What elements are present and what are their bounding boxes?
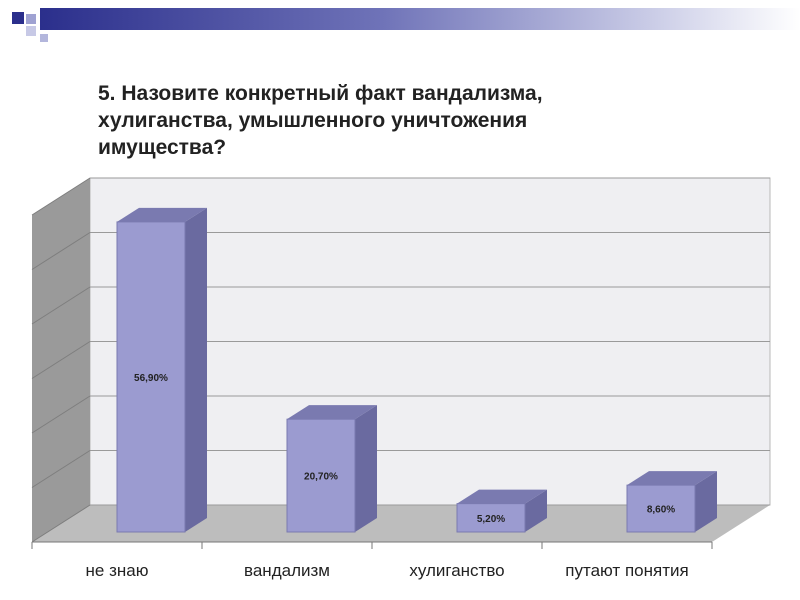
- header-gradient-band: [40, 8, 800, 30]
- bar: [286, 418, 356, 533]
- gridline-side: [31, 395, 91, 434]
- gridline-side: [31, 450, 91, 488]
- x-tick-label: путают понятия: [565, 561, 688, 580]
- gridline-side: [31, 504, 91, 543]
- bar-side: [185, 207, 207, 532]
- x-tick-label: не знаю: [86, 561, 149, 580]
- slide-title: 5. Назовите конкретный факт вандализма, …: [98, 82, 543, 159]
- gridline-side: [31, 177, 91, 216]
- bar-top: [117, 207, 207, 222]
- data-label: 20,70%: [304, 472, 338, 483]
- bar-side: [695, 471, 717, 532]
- corner-square-mid: [26, 26, 36, 36]
- gridline-side: [31, 232, 91, 270]
- bar-side: [355, 405, 377, 532]
- bar: [626, 484, 696, 533]
- bar-side: [525, 489, 547, 532]
- corner-square-dark: [12, 12, 24, 24]
- x-tick-label: вандализм: [244, 561, 330, 580]
- corner-square-light: [26, 14, 36, 24]
- x-tick-label: хулиганство: [409, 561, 504, 580]
- bar-top: [287, 405, 377, 420]
- bar-top: [457, 489, 547, 504]
- data-label: 5,20%: [477, 514, 505, 525]
- gridline-side: [31, 286, 91, 325]
- data-label: 8,60%: [647, 505, 675, 516]
- chart-floor: [32, 505, 770, 542]
- corner-square-small: [40, 34, 48, 42]
- bar-top: [627, 471, 717, 486]
- gridline-side: [31, 341, 91, 379]
- bar: [456, 503, 526, 533]
- bar: [116, 221, 186, 533]
- data-label: 56,90%: [134, 373, 168, 384]
